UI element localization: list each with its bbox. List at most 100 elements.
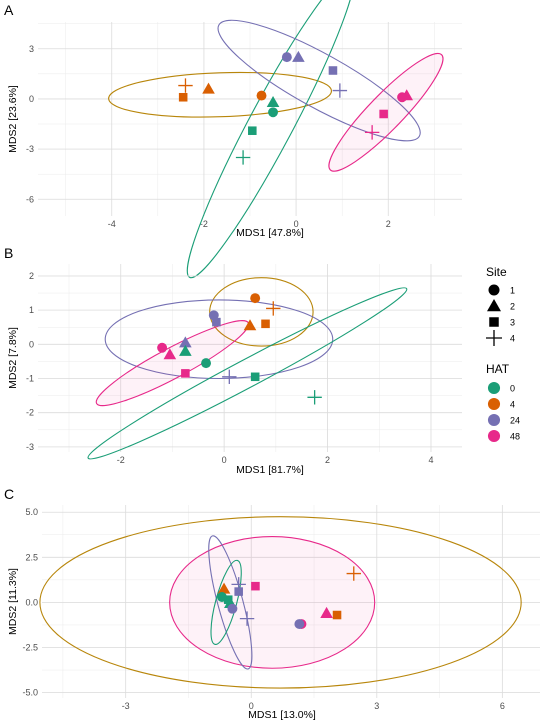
data-point [201, 358, 211, 369]
x-tick-label: 6 [500, 701, 505, 711]
confidence-ellipse-hat-0 [87, 287, 408, 460]
legend-site-items: 1 2 3 4 [486, 284, 515, 346]
legend-site-label: 4 [510, 334, 515, 344]
data-point [202, 82, 215, 94]
y-tick-label: 2.5 [25, 552, 38, 562]
data-point [227, 603, 238, 614]
legend-hat-key [487, 413, 501, 427]
data-point [251, 581, 260, 591]
confidence-ellipse-hat-24 [208, 535, 253, 670]
y-axis-label: MDS2 [7.8%] [7, 327, 19, 389]
legend-site-key [488, 284, 500, 296]
legend-hat-key [487, 381, 501, 395]
data-point [364, 125, 380, 140]
data-point [216, 592, 227, 602]
y-tick-label: -1 [26, 374, 34, 384]
data-point [223, 595, 233, 604]
x-tick-label: 2 [386, 219, 391, 229]
y-tick-label: 0.0 [25, 597, 38, 607]
confidence-ellipse-hat-48 [169, 536, 376, 669]
data-point [332, 83, 348, 98]
x-tick-label: 4 [428, 455, 433, 465]
y-tick-label: -5.0 [22, 688, 38, 698]
data-point [346, 566, 361, 581]
x-axis-label: MDS1 [47.8%] [236, 227, 304, 239]
data-point [261, 319, 270, 329]
y-tick-label: -2 [26, 408, 34, 418]
x-axis-label: MDS1 [13.0%] [248, 709, 316, 721]
data-point [332, 610, 342, 620]
data-point [292, 50, 305, 62]
legend-hat-label: 24 [510, 416, 520, 426]
data-point [250, 293, 261, 304]
confidence-ellipse-hat-0 [186, 0, 355, 279]
legend-hat-label: 48 [510, 432, 520, 442]
data-point [243, 319, 257, 331]
data-point [239, 611, 255, 626]
legend-hat-key [487, 429, 501, 443]
legend-site-key [486, 330, 502, 346]
data-point [163, 348, 177, 360]
y-tick-label: 5.0 [25, 507, 38, 517]
confidence-ellipse-hat-0 [210, 559, 242, 645]
y-tick-label: -2.5 [22, 642, 38, 652]
panel-a-scatter: -4 -2 0 2 -6 -3 0 3 MDS1 [47.8%] MDS2 [23.6%] [7, 0, 462, 279]
panel-c-scatter: -3 0 3 6 -5.0 -2.5 0.0 2.5 5.0 MDS1 [13.0%] MDS2 [… [7, 505, 540, 721]
data-point [181, 369, 190, 378]
data-point [235, 150, 251, 165]
confidence-ellipse-hat-4 [39, 516, 522, 689]
y-tick-label: 0 [29, 94, 34, 104]
x-tick-label: 0 [222, 455, 227, 465]
data-point [320, 606, 333, 618]
data-point [179, 336, 192, 348]
x-tick-label: -2 [200, 219, 208, 229]
confidence-ellipse-hat-24 [217, 19, 421, 142]
data-point [157, 342, 168, 353]
data-point [397, 92, 408, 103]
y-tick-label: 1 [29, 305, 34, 315]
panel-label-c: C [4, 486, 14, 502]
data-point [178, 78, 193, 93]
legend-site-key [487, 299, 501, 312]
data-point [208, 310, 219, 321]
data-point [268, 107, 278, 118]
x-tick-label: 3 [374, 701, 379, 711]
data-point [222, 369, 237, 384]
y-tick-label: 2 [29, 271, 34, 281]
y-tick-label: 0 [29, 339, 34, 349]
legend-site-title: Site [486, 265, 507, 279]
data-point [281, 52, 292, 63]
legend-site-label: 3 [510, 318, 515, 328]
data-point [266, 301, 281, 316]
data-point [266, 95, 280, 108]
data-point [217, 582, 231, 594]
x-tick-label: 0 [249, 701, 254, 711]
x-tick-label: -3 [122, 701, 130, 711]
y-axis-label: MDS2 [11.3%] [7, 568, 19, 635]
confidence-ellipse-hat-4 [209, 277, 314, 347]
confidence-ellipse-hat-4 [108, 71, 333, 118]
legend-site-key [489, 317, 499, 327]
data-point [256, 90, 267, 101]
y-tick-label: -3 [26, 442, 34, 452]
legend-site-label: 1 [510, 286, 515, 296]
legend-hat-key [487, 397, 501, 411]
legend-hat-label: 0 [510, 384, 515, 394]
data-point [231, 577, 246, 592]
data-point [294, 619, 305, 629]
y-tick-label: -6 [26, 194, 34, 204]
panel-label-a: A [4, 2, 14, 18]
data-point [212, 317, 221, 327]
data-point [234, 587, 243, 596]
legend-hat-label: 4 [510, 400, 515, 410]
data-point [248, 126, 257, 135]
data-point [307, 390, 322, 405]
x-tick-label: -2 [117, 455, 125, 465]
data-point [379, 109, 388, 119]
x-tick-label: 0 [294, 219, 299, 229]
legend: Site 1 2 3 4 HAT 0 4 24 48 [486, 265, 520, 443]
legend-hat-items: 0 4 24 48 [487, 381, 520, 443]
x-tick-label: -4 [108, 219, 116, 229]
legend-site-label: 2 [510, 302, 515, 312]
